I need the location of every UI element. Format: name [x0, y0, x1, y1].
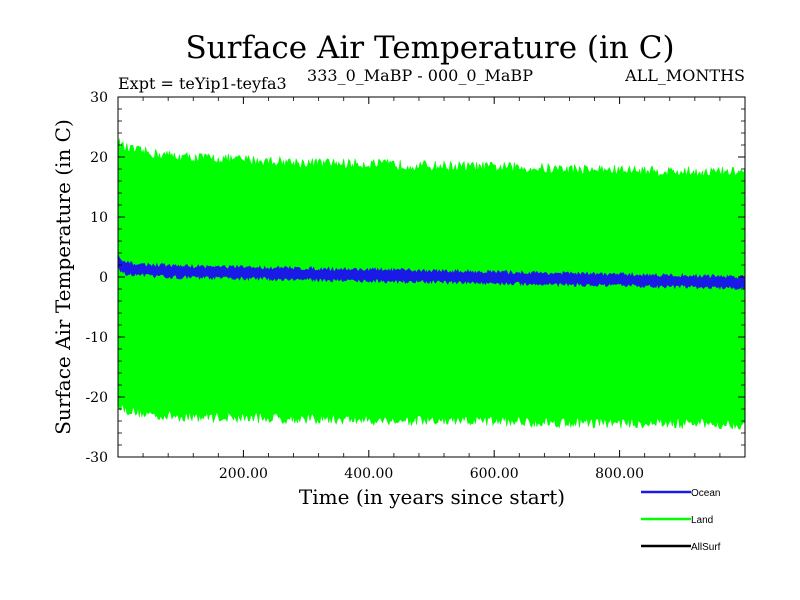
y-axis-label: Surface Air Temperature (in C): [51, 119, 75, 435]
x-axis-label: Time (in years since start): [299, 485, 565, 509]
legend-label-land: Land: [691, 515, 713, 526]
y-tick-label: 10: [90, 210, 108, 226]
y-tick-label: 20: [90, 150, 108, 166]
y-axis: 30 20 10 0 -10 -20 -30: [85, 90, 745, 466]
y-tick-label: -20: [85, 390, 108, 406]
legend: Ocean Land AllSurf: [641, 488, 721, 553]
period-label: 333_0_MaBP - 000_0_MaBP: [307, 66, 533, 85]
x-tick-label: 400.00: [344, 466, 393, 482]
x-tick-label: 800.00: [595, 466, 644, 482]
y-tick-label: -10: [85, 330, 108, 346]
y-tick-label: 30: [90, 90, 108, 106]
months-label: ALL_MONTHS: [624, 66, 745, 85]
x-axis: 200.00 400.00 600.00 800.00: [142, 97, 721, 482]
experiment-label: Expt = teYip1-teyfa3: [118, 74, 287, 93]
legend-label-ocean: Ocean: [691, 488, 720, 499]
legend-label-allsurf: AllSurf: [691, 542, 721, 553]
chart-title: Surface Air Temperature (in C): [185, 30, 674, 66]
x-tick-label: 200.00: [219, 466, 268, 482]
plot-area: [118, 138, 745, 430]
series-band-ocean: [118, 254, 745, 290]
y-tick-label: 0: [99, 270, 108, 286]
y-tick-label: -30: [85, 450, 108, 466]
x-tick-label: 600.00: [470, 466, 519, 482]
